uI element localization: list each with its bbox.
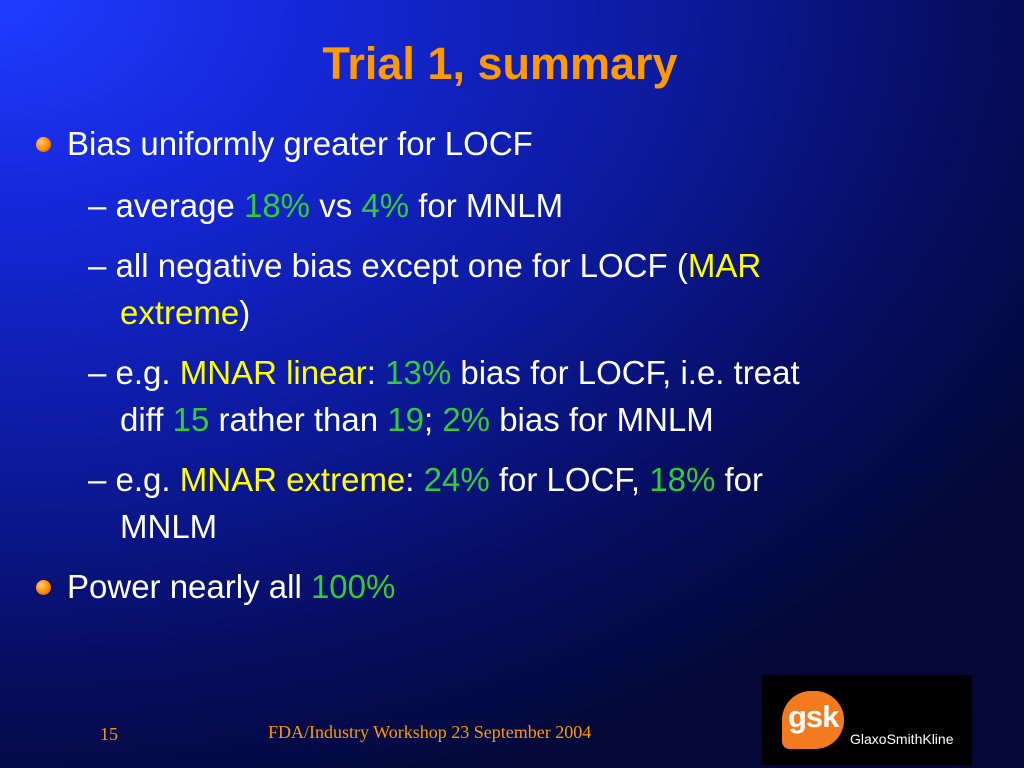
gsk-logo-mark: gsk	[782, 691, 844, 749]
highlight-mnar-extreme: MNAR extreme	[179, 461, 406, 498]
bullet-point-icon	[36, 580, 51, 595]
dash: –	[88, 247, 107, 284]
value-18pct: 18%	[649, 461, 716, 498]
sub-bullet-4-text: for	[715, 461, 763, 498]
sub-bullet-1: – average 18% vs 4% for MNLM	[88, 186, 563, 226]
gsk-logo-mark-text: gsk	[788, 699, 839, 734]
sub-bullet-1-text: for MNLM	[409, 187, 564, 224]
sub-bullet-4-text: for LOCF,	[489, 461, 650, 498]
sub-bullet-2-text: )	[239, 294, 251, 331]
company-name: GlaxoSmithKline	[850, 731, 954, 747]
sub-bullet-1-text: average	[115, 187, 244, 224]
gsk-logo: gsk GlaxoSmithKline	[762, 675, 972, 765]
bullet-1-text: Bias uniformly greater for LOCF	[67, 125, 533, 162]
slide-number: 15	[100, 724, 118, 744]
sub-bullet-3-text: diff	[120, 401, 173, 438]
sub-bullet-3: – e.g. MNAR linear: 13% bias for LOCF, i…	[88, 353, 800, 393]
highlight-extreme: extreme	[120, 294, 240, 331]
sub-bullet-2: – all negative bias except one for LOCF …	[88, 246, 761, 286]
sub-bullet-3-text: e.g.	[115, 354, 180, 391]
bullet-2-text: Power nearly all	[67, 568, 311, 605]
dash: –	[88, 354, 107, 391]
sub-bullet-4-cont: MNLM	[120, 507, 217, 547]
value-13pct: 13%	[385, 354, 452, 391]
bullet-1: Bias uniformly greater for LOCF	[67, 124, 533, 164]
sub-bullet-4: – e.g. MNAR extreme: 24% for LOCF, 18% f…	[88, 460, 763, 500]
sub-bullet-2-text: all negative bias except one for LOCF (	[115, 247, 688, 284]
highlight-mar: MAR	[687, 247, 762, 284]
bullet-point-icon	[36, 137, 51, 152]
slide-title: Trial 1, summary	[322, 38, 678, 89]
dash: –	[88, 187, 107, 224]
value-19: 19	[387, 401, 424, 438]
sub-bullet-2-cont: extreme)	[120, 293, 250, 333]
sub-bullet-4-text: :	[405, 461, 424, 498]
sub-bullet-3-text: bias for MNLM	[490, 401, 714, 438]
highlight-mnar-linear: MNAR linear	[179, 354, 367, 391]
value-4pct: 4%	[361, 187, 410, 224]
value-100pct: 100%	[310, 568, 396, 605]
sub-bullet-3-text: ;	[423, 401, 443, 438]
value-18pct: 18%	[243, 187, 311, 224]
sub-bullet-3-text: :	[366, 354, 386, 391]
sub-bullet-4-text: MNLM	[120, 508, 218, 545]
value-2pct: 2%	[442, 401, 491, 438]
dash: –	[88, 461, 107, 498]
footer-text: FDA/Industry Workshop 23 September 2004	[268, 722, 592, 742]
value-24pct: 24%	[423, 461, 490, 498]
sub-bullet-1-text: vs	[310, 187, 362, 224]
bullet-2: Power nearly all 100%	[67, 567, 395, 607]
sub-bullet-3-cont: diff 15 rather than 19; 2% bias for MNLM	[120, 400, 714, 440]
sub-bullet-4-text: e.g.	[115, 461, 180, 498]
value-15: 15	[172, 401, 210, 438]
sub-bullet-3-text: rather than	[209, 401, 388, 438]
sub-bullet-3-text: bias for LOCF, i.e. treat	[451, 354, 800, 391]
